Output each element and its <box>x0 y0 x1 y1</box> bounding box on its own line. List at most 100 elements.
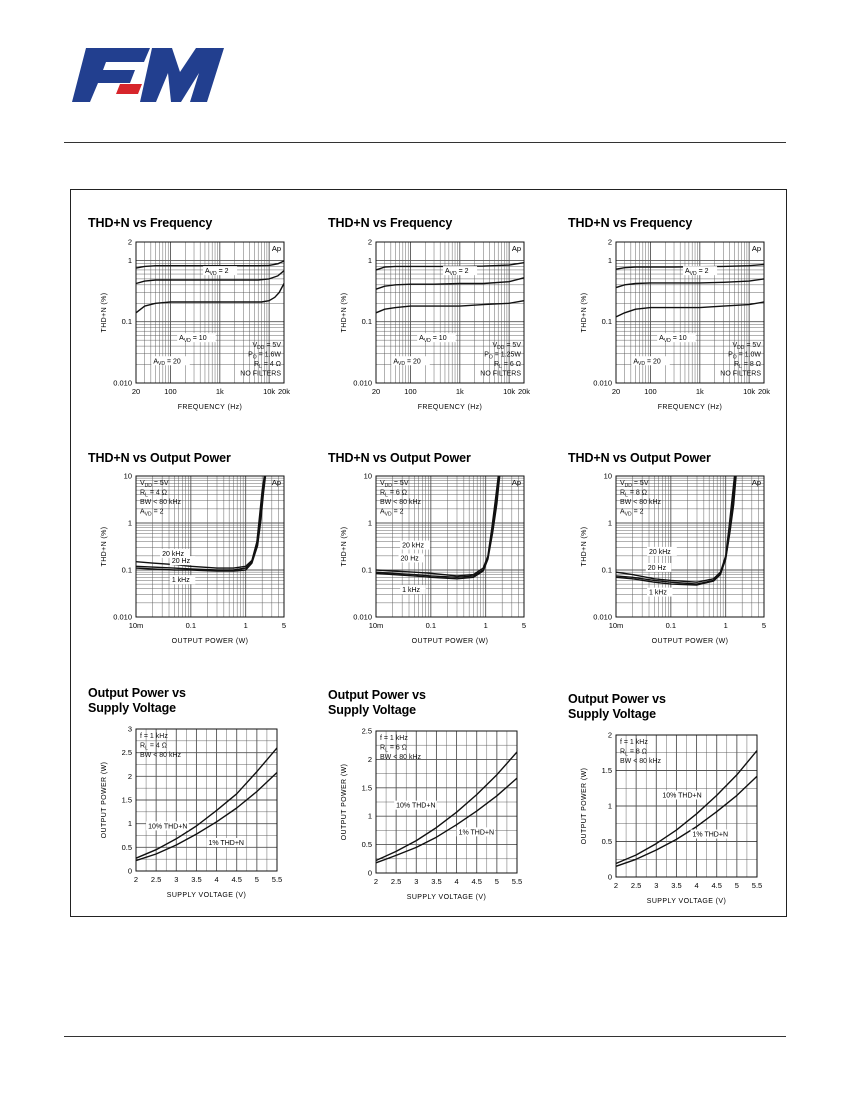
condition-text: NO FILTERS <box>240 371 281 378</box>
x-tick-label: 3.5 <box>191 875 201 884</box>
x-tick-label: 5.5 <box>272 875 282 884</box>
x-tick-label: 5 <box>282 621 286 630</box>
chart-freq: THD+N vs Frequency 20 100 1k 10k 20k 0.010 0.1 1… <box>88 216 316 431</box>
annotation-bg <box>660 790 704 800</box>
grid <box>615 734 758 878</box>
y-tick-label: 0.1 <box>602 317 612 326</box>
chart-title: Output Power vs Supply Voltage <box>568 692 666 721</box>
chart-title: THD+N vs Output Power <box>88 451 231 465</box>
x-tick-label: 0.1 <box>666 621 676 630</box>
annotation-label: 1 kHz <box>172 577 190 584</box>
x-tick-label: 2 <box>374 877 378 886</box>
x-tick-label: 2 <box>614 881 618 890</box>
condition-text: AVD = 2 <box>380 509 404 518</box>
condition-text: RL = 8 Ω <box>620 749 647 758</box>
condition-text: RL = 8 Ω <box>620 490 647 499</box>
series-line <box>615 301 765 318</box>
y-axis-label: THD+N (%) <box>101 527 108 567</box>
plot-frame <box>615 241 765 384</box>
y-axis-label: THD+N (%) <box>341 293 348 333</box>
series-line <box>615 263 765 270</box>
y-tick-label: 0 <box>368 869 372 878</box>
annotation-label: 20 Hz <box>401 555 420 562</box>
y-tick-label: 0.010 <box>593 613 612 622</box>
series-line <box>375 475 500 578</box>
y-tick-label: 1 <box>368 519 372 528</box>
y-tick-label: 0 <box>128 867 132 876</box>
series-line <box>375 300 525 314</box>
x-tick-label: 3 <box>654 881 658 890</box>
series-line <box>375 277 525 290</box>
ap-marker: Ap <box>512 244 521 253</box>
condition-text: VDD = 5V <box>493 342 522 351</box>
x-tick-label: 5.5 <box>752 881 762 890</box>
logo-f-shape <box>72 48 150 102</box>
y-tick-label: 0.1 <box>122 566 132 575</box>
y-tick-label: 0.1 <box>602 566 612 575</box>
annotation-bg <box>169 575 196 585</box>
x-tick-label: 4 <box>214 875 218 884</box>
chart-svg: 10m 0.1 1 5 0.010 0.1 1 10 OUTPUT POWER (W) THD+N… <box>581 472 766 646</box>
y-tick-label: 0.010 <box>113 379 132 388</box>
annotation-label: 20 kHz <box>649 549 671 556</box>
y-tick-label: 1 <box>608 256 612 265</box>
ap-marker: Ap <box>752 478 761 487</box>
y-axis-label: THD+N (%) <box>581 293 588 333</box>
condition-text: RL = 4 Ω <box>254 361 281 370</box>
condition-text: RL = 6 Ω <box>380 490 407 499</box>
chart-freq: THD+N vs Frequency 20 100 1k 10k 20k 0.010 0.1 1… <box>328 216 556 431</box>
x-tick-label: 100 <box>404 387 417 396</box>
chart-title: THD+N vs Frequency <box>328 216 453 230</box>
x-tick-label: 4.5 <box>231 875 241 884</box>
annotation-bg <box>400 585 426 595</box>
annotation-label: 10% THD+N <box>148 823 187 830</box>
x-tick-label: 20k <box>278 387 290 396</box>
series-line <box>615 475 737 586</box>
series-line <box>135 475 267 572</box>
y-tick-label: 1 <box>128 256 132 265</box>
chart-svg: 2 2.5 3 3.5 4 4.5 5 5.5 0 0.5 1 1.5 2 2.5 SUPPLY VOLTA… <box>341 727 522 902</box>
condition-text: BW < 80 kHz <box>380 499 422 506</box>
x-tick-label: 3 <box>414 877 418 886</box>
y-tick-label: 2 <box>128 772 132 781</box>
series-line <box>615 750 758 865</box>
chart-title: Output Power vs Supply Voltage <box>88 686 186 715</box>
annotation-bg <box>631 356 670 366</box>
chart-title: THD+N vs Frequency <box>88 216 213 230</box>
x-tick-label: 5 <box>495 877 499 886</box>
x-tick-label: 5 <box>255 875 259 884</box>
annotation-label: AVD = 20 <box>153 358 181 367</box>
x-tick-label: 5 <box>522 621 526 630</box>
chart-supply: Output Power vs Supply Voltage 2 2.5 3 3.5 4 4… <box>568 692 796 907</box>
x-tick-label: 4.5 <box>711 881 721 890</box>
condition-text: VDD = 5V <box>140 480 169 489</box>
x-tick-label: 0.1 <box>426 621 436 630</box>
y-tick-label: 10 <box>364 472 372 481</box>
annotation-label: AVD = 10 <box>659 335 687 344</box>
y-tick-label: 1.5 <box>122 796 132 805</box>
y-axis-label: THD+N (%) <box>341 527 348 567</box>
x-tick-label: 20k <box>758 387 770 396</box>
y-tick-label: 1.5 <box>362 783 372 792</box>
y-tick-label: 0.010 <box>593 379 612 388</box>
y-tick-label: 2.5 <box>362 727 372 736</box>
condition-text: RL = 8 Ω <box>734 361 761 370</box>
annotation-label: AVD = 20 <box>633 358 661 367</box>
x-tick-label: 10m <box>369 621 384 630</box>
logo-red-stroke <box>116 84 142 94</box>
x-tick-label: 4.5 <box>471 877 481 886</box>
y-axis-label: OUTPUT POWER (W) <box>341 764 348 841</box>
chart-freq: THD+N vs Frequency 20 100 1k 10k 20k 0.010 0.1 1… <box>568 216 796 431</box>
chart-supply: Output Power vs Supply Voltage 2 2.5 3 3.5 4 4… <box>88 686 316 901</box>
x-tick-label: 20 <box>132 387 140 396</box>
y-axis-label: OUTPUT POWER (W) <box>101 762 108 839</box>
annotation-bg <box>682 266 718 276</box>
annotation-label: AVD = 2 <box>685 268 709 277</box>
x-tick-label: 1k <box>456 387 464 396</box>
condition-text: RL = 6 Ω <box>494 361 521 370</box>
condition-text: PO = 1.0W <box>728 352 761 361</box>
annotation-bg <box>645 563 672 572</box>
condition-text: AVD = 2 <box>140 509 164 518</box>
annotation-bg <box>160 548 190 558</box>
x-tick-label: 5 <box>762 621 766 630</box>
